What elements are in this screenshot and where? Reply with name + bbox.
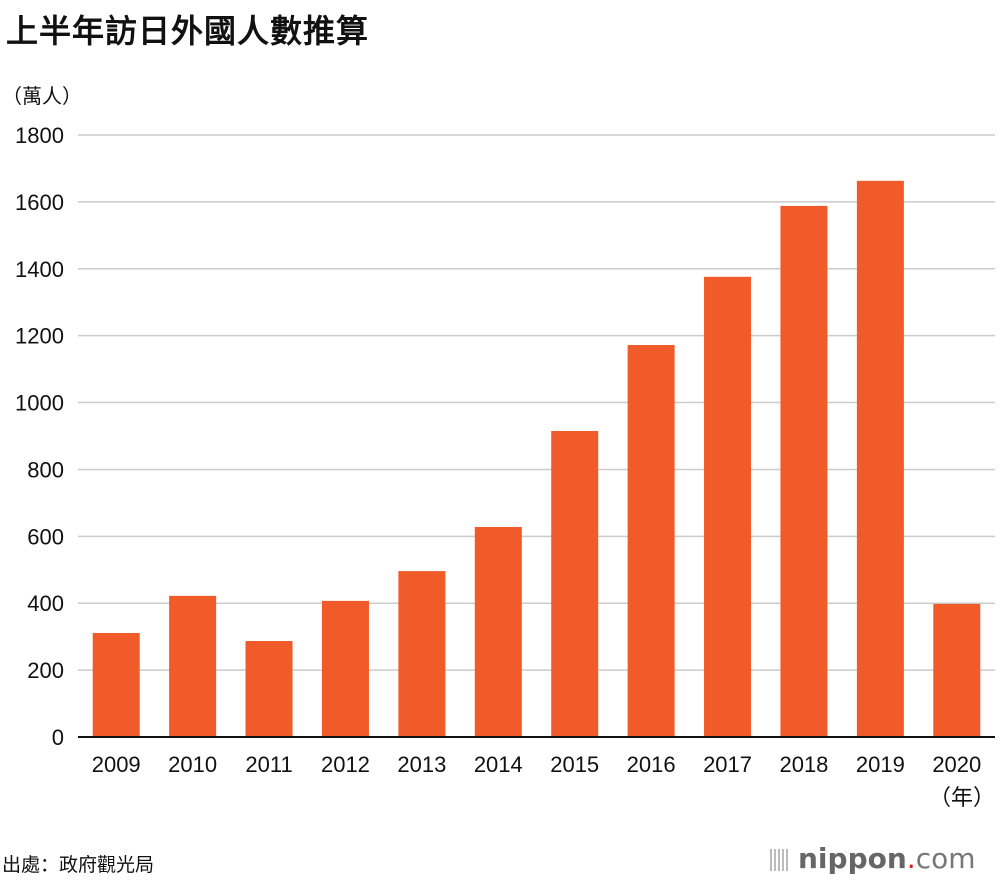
- x-tick-label: 2009: [92, 752, 141, 777]
- y-tick-label: 1800: [15, 123, 64, 148]
- x-tick-label: 2020: [932, 752, 981, 777]
- x-tick-label: 2012: [321, 752, 370, 777]
- bar-2012: [321, 600, 369, 737]
- x-tick-label: 2013: [397, 752, 446, 777]
- bar-2020: [933, 603, 981, 737]
- y-tick-label: 1000: [15, 391, 64, 416]
- x-tick-label: 2011: [245, 752, 292, 777]
- bar-2009: [92, 632, 140, 737]
- y-tick-label: 0: [52, 725, 64, 750]
- bar-2011: [245, 641, 293, 737]
- bar-2016: [627, 345, 675, 737]
- bar-2014: [474, 526, 522, 737]
- bar-2017: [704, 276, 752, 737]
- x-axis-unit: （年）: [929, 785, 995, 810]
- y-tick-label: 200: [27, 658, 64, 683]
- bar-2013: [398, 571, 446, 737]
- x-tick-label: 2018: [779, 752, 828, 777]
- x-tick-label: 2019: [856, 752, 905, 777]
- x-tick-label: 2014: [474, 752, 523, 777]
- y-tick-label: 400: [27, 591, 64, 616]
- nippon-logo: nippon.com: [770, 842, 976, 875]
- y-tick-label: 1200: [15, 324, 64, 349]
- bar-2019: [856, 180, 904, 737]
- x-tick-label: 2017: [703, 752, 752, 777]
- logo-bars-icon: [770, 849, 788, 871]
- y-tick-label: 1600: [15, 190, 64, 215]
- source-note: 出處：政府觀光局: [2, 854, 155, 876]
- y-tick-label: 1400: [15, 257, 64, 282]
- x-tick-label: 2016: [627, 752, 676, 777]
- chart-title: 上半年訪日外國人數推算: [6, 12, 370, 50]
- y-axis-unit: （萬人）: [2, 84, 82, 108]
- bar-2010: [169, 595, 217, 737]
- bar-2018: [780, 205, 828, 737]
- y-tick-label: 600: [27, 524, 64, 549]
- bar-2015: [551, 430, 599, 737]
- x-tick-label: 2010: [168, 752, 217, 777]
- y-tick-label: 800: [27, 457, 64, 482]
- x-tick-label: 2015: [550, 752, 599, 777]
